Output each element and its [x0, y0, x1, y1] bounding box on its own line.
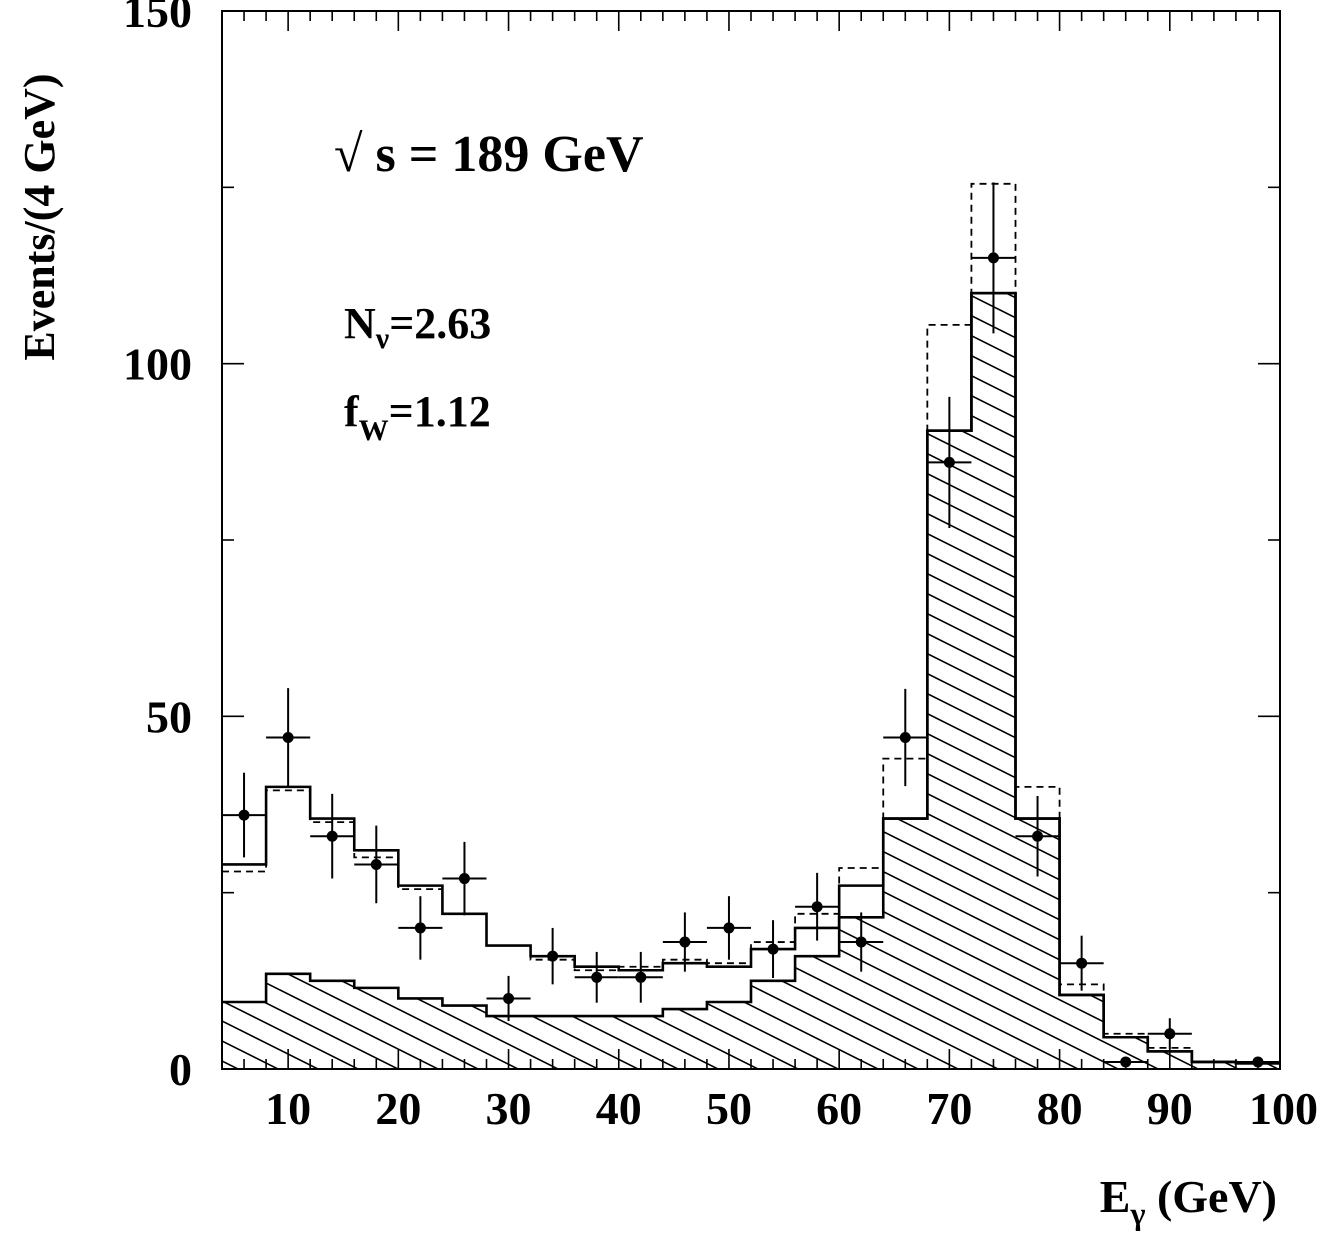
x-tick-label: 60 — [816, 1083, 862, 1134]
data-point — [1059, 935, 1104, 991]
data-point — [530, 927, 575, 985]
data-point — [883, 688, 928, 787]
x-tick-label: 70 — [926, 1083, 972, 1134]
data-point — [1015, 796, 1060, 877]
data-point-marker — [855, 936, 867, 948]
nnu-sub: ν — [375, 322, 390, 355]
data-point-marker — [635, 971, 647, 983]
data-point — [927, 396, 972, 529]
data-point-marker — [414, 922, 426, 934]
x-tick-label: 30 — [486, 1083, 532, 1134]
y-axis-label: Events/(4 GeV) — [15, 73, 64, 360]
alternative-histogram-line — [222, 182, 1280, 1065]
data-point-marker — [458, 873, 470, 885]
nnu-value: =2.63 — [389, 299, 491, 348]
signal-histogram-line — [222, 291, 1280, 1065]
x-axis-label-main: E — [1100, 1171, 1131, 1222]
x-tick-label: 80 — [1037, 1083, 1083, 1134]
x-tick-label: 50 — [706, 1083, 752, 1134]
axis-ticks-layer — [221, 10, 1281, 1070]
data-point-marker — [503, 992, 515, 1004]
histogram-lines-layer — [222, 182, 1280, 1065]
data-point-marker — [1076, 957, 1088, 969]
data-point — [354, 825, 399, 904]
fw-main: f — [344, 387, 360, 436]
y-tick-label: 50 — [146, 691, 192, 742]
x-tick-label: 10 — [265, 1083, 311, 1134]
x-tick-label: 100 — [1249, 1083, 1318, 1134]
x-axis-label-unit: (GeV) — [1145, 1171, 1277, 1222]
fw-annotation: fW=1.12 — [344, 387, 491, 447]
x-tick-label: 20 — [375, 1083, 421, 1134]
data-point-marker — [1164, 1028, 1176, 1040]
data-point-marker — [811, 901, 823, 913]
x-axis-label-sub: γ — [1129, 1195, 1145, 1231]
y-tick-label: 150 — [123, 0, 192, 37]
energy-annotation: √ s = 189 GeV — [334, 126, 644, 183]
sqrt-symbol: √ — [334, 126, 363, 183]
data-point-marker — [326, 830, 338, 842]
data-point — [574, 951, 619, 1003]
fw-sub: W — [359, 414, 389, 447]
data-point-marker — [282, 731, 294, 743]
data-point-marker — [591, 971, 603, 983]
data-point-marker — [943, 456, 955, 468]
data-point — [442, 841, 487, 916]
x-tick-label: 40 — [596, 1083, 642, 1134]
data-point-marker — [899, 731, 911, 743]
nnu-main: N — [344, 299, 376, 348]
fw-value: =1.12 — [389, 387, 491, 436]
data-point — [398, 896, 443, 960]
data-point-marker — [547, 950, 559, 962]
data-point — [971, 182, 1016, 334]
y-tick-label: 100 — [123, 339, 192, 390]
data-point — [486, 975, 531, 1022]
data-point-marker — [238, 809, 250, 821]
data-point — [222, 772, 267, 858]
data-point — [839, 912, 884, 972]
data-point — [1147, 1018, 1192, 1050]
x-tick-label: 90 — [1147, 1083, 1193, 1134]
data-point-marker — [987, 252, 999, 264]
data-point — [266, 688, 311, 787]
data-point-marker — [767, 943, 779, 955]
tick-labels-layer: 10 20 30 40 50 60 70 80 90 100 0 50 100 150 — [123, 0, 1318, 1134]
data-point-marker — [679, 936, 691, 948]
y-tick-label: 0 — [169, 1044, 192, 1095]
data-point-marker — [723, 922, 735, 934]
x-axis-label: Eγ (GeV) — [1100, 1171, 1277, 1231]
data-point-marker — [370, 858, 382, 870]
data-point — [310, 793, 355, 879]
neutrino-number-annotation: Nν=2.63 — [344, 299, 491, 355]
data-point-marker — [1032, 830, 1044, 842]
data-point — [751, 920, 796, 979]
data-point — [662, 912, 707, 972]
data-point — [795, 872, 840, 941]
energy-text: s = 189 GeV — [363, 126, 644, 183]
data-point — [618, 951, 663, 1003]
data-point — [706, 896, 751, 960]
data-points-layer — [222, 182, 1280, 1068]
